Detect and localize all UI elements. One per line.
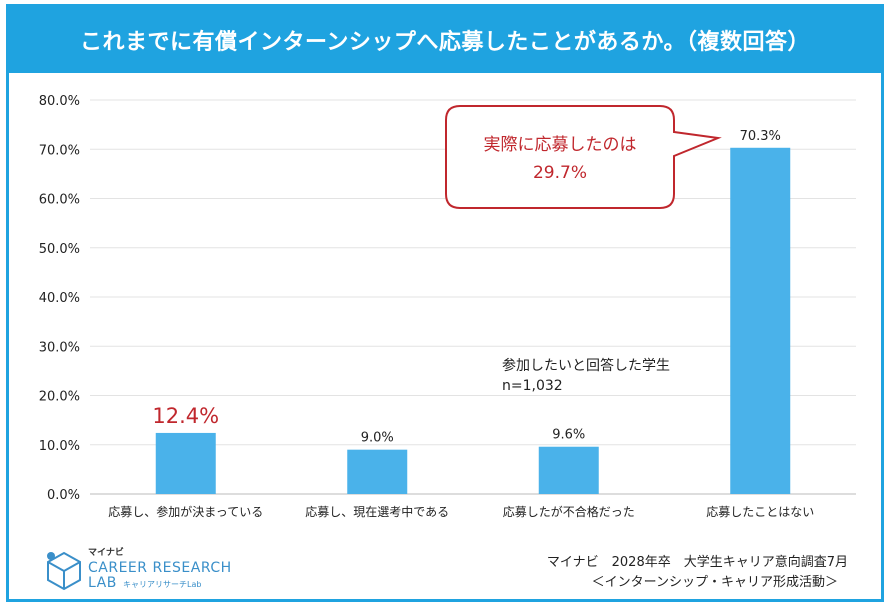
y-tick-label: 30.0% bbox=[39, 340, 80, 355]
category-label: 応募し、現在選考中である bbox=[305, 504, 449, 519]
data-labels: 12.4% 9.0% 9.6% 70.3% bbox=[152, 129, 781, 446]
callout-line2: 29.7% bbox=[533, 163, 587, 183]
category-label: 応募したが不合格だった bbox=[503, 504, 635, 519]
source-line2: ＜インターンシップ・キャリア形成活動＞ bbox=[592, 575, 838, 590]
y-tick-label: 40.0% bbox=[39, 291, 80, 306]
y-tick-label: 60.0% bbox=[39, 193, 80, 208]
y-axis-ticks: 0.0% 10.0% 20.0% 30.0% 40.0% 50.0% 60.0% 70.0% 8… bbox=[39, 94, 80, 503]
cube-logo-icon bbox=[47, 551, 81, 591]
chart-header: これまでに有償インターンシップへ応募したことがあるか。（複数回答） bbox=[9, 7, 881, 73]
y-tick-label: 20.0% bbox=[39, 390, 80, 405]
career-research-lab-logo: マイナビ CAREER RESEARCH LAB キャリアリサーチLab bbox=[47, 546, 232, 591]
source-line1: マイナビ 2028年卒 大学生キャリア意向調査7月 bbox=[547, 554, 848, 570]
y-tick-label: 0.0% bbox=[47, 488, 80, 503]
data-label: 9.6% bbox=[552, 428, 585, 443]
bar bbox=[347, 449, 408, 494]
bar bbox=[155, 432, 216, 494]
callout-bubble: 実際に応募したのは 29.7% bbox=[445, 105, 722, 209]
logo-brand: マイナビ bbox=[88, 546, 124, 558]
logo-sub: キャリアリサーチLab bbox=[123, 580, 201, 589]
y-tick-label: 70.0% bbox=[39, 143, 80, 158]
chart-title: これまでに有償インターンシップへ応募したことがあるか。（複数回答） bbox=[80, 30, 810, 55]
callout-shape bbox=[445, 105, 722, 209]
category-labels: 応募し、参加が決まっている 応募し、現在選考中である 応募したが不合格だった 応募した… bbox=[108, 504, 814, 519]
data-label: 70.3% bbox=[740, 129, 781, 144]
y-tick-label: 80.0% bbox=[39, 94, 80, 109]
logo-main-line2: LAB bbox=[88, 575, 117, 591]
category-label: 応募したことはない bbox=[706, 505, 814, 519]
grid-lines bbox=[90, 99, 856, 495]
bar bbox=[730, 147, 791, 494]
bar bbox=[538, 446, 599, 494]
y-tick-label: 50.0% bbox=[39, 242, 80, 257]
sample-note-line1: 参加したいと回答した学生 bbox=[502, 357, 670, 374]
y-tick-label: 10.0% bbox=[39, 439, 80, 454]
data-label: 12.4% bbox=[152, 404, 219, 428]
data-label: 9.0% bbox=[361, 431, 394, 446]
bars bbox=[155, 147, 791, 494]
logo-main-line1: CAREER RESEARCH bbox=[88, 560, 232, 576]
category-label: 応募し、参加が決まっている bbox=[108, 504, 263, 519]
sample-note-line2: n=1,032 bbox=[502, 378, 563, 394]
callout-line1: 実際に応募したのは bbox=[484, 135, 637, 155]
